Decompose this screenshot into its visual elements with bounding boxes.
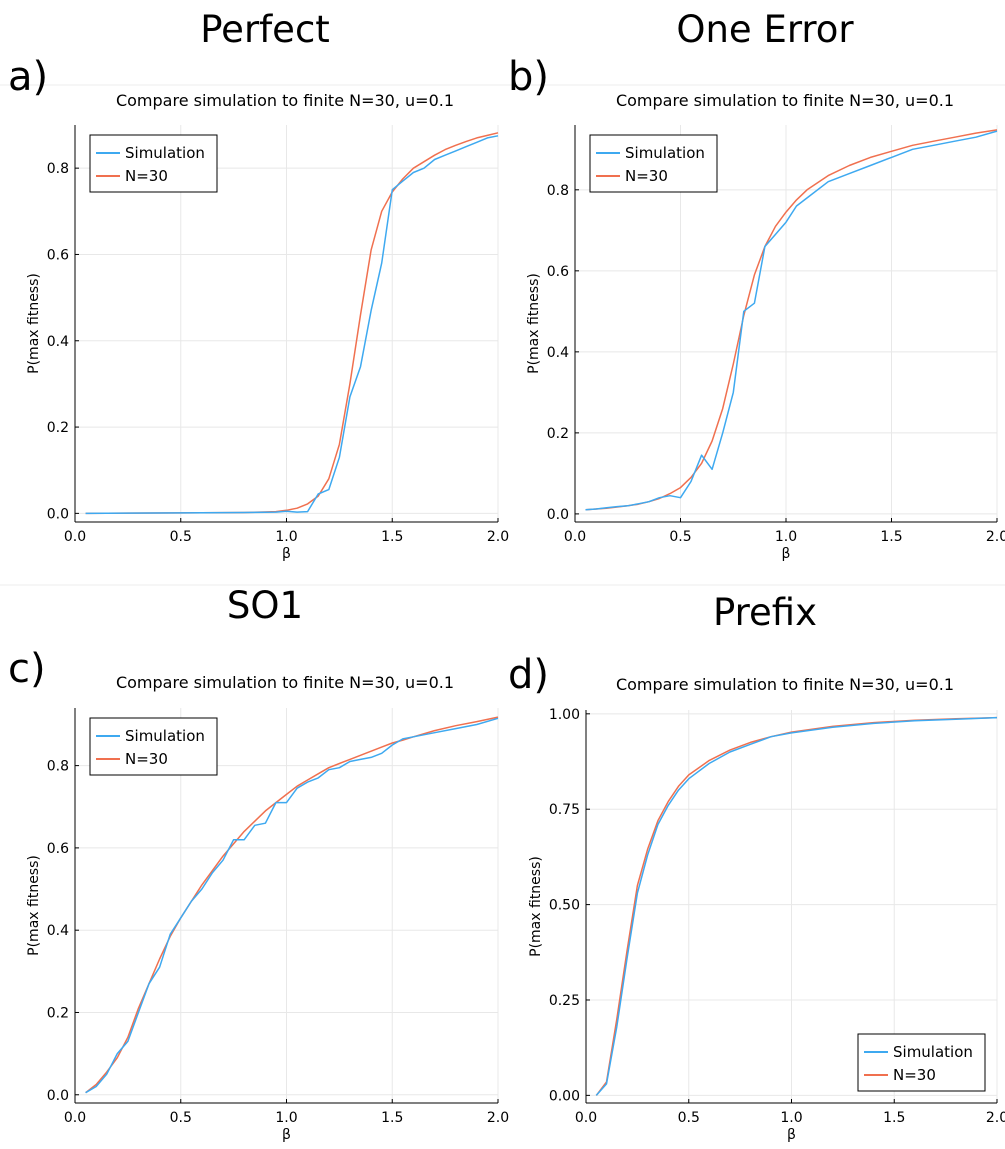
legend-entry: N=30 — [893, 1066, 936, 1084]
panel-letter: c) — [8, 646, 46, 692]
panel-letter: a) — [8, 54, 48, 100]
panel-letter: b) — [508, 54, 549, 100]
y-axis-label: P(max fitness) — [526, 273, 542, 374]
x-axis-label: β — [782, 546, 791, 562]
x-tick-label: 0.5 — [170, 529, 192, 545]
x-tick-label: 2.0 — [986, 529, 1005, 545]
x-tick-label: 2.0 — [986, 1110, 1005, 1126]
x-tick-label: 1.0 — [275, 529, 297, 545]
x-axis-label: β — [282, 1127, 291, 1143]
x-tick-label: 2.0 — [487, 529, 509, 545]
legend: Simulation N=30 — [89, 134, 218, 193]
legend: Simulation N=30 — [89, 717, 218, 776]
legend-entry: N=30 — [625, 167, 668, 185]
chart-title: Compare simulation to finite N=30, u=0.1 — [616, 675, 954, 694]
series-line-simulation — [585, 130, 998, 511]
x-tick-label: 0.0 — [564, 529, 586, 545]
y-tick-label: 0.25 — [549, 993, 580, 1009]
legend-entry: Simulation — [125, 727, 205, 745]
y-tick-label: 0.2 — [47, 1005, 69, 1021]
y-tick-label: 0.00 — [549, 1088, 580, 1104]
legend-box — [589, 134, 718, 193]
legend: Simulation N=30 — [589, 134, 718, 193]
chart-panel-3: SO1 c) Compare simulation to finite N=30, … — [8, 584, 509, 1143]
chart-title: Compare simulation to finite N=30, u=0.1 — [116, 673, 454, 692]
x-tick-label: 1.0 — [780, 1110, 802, 1126]
x-tick-label: 0.5 — [170, 1110, 192, 1126]
y-axis-label: P(max fitness) — [26, 855, 42, 956]
x-tick-label: 2.0 — [487, 1110, 509, 1126]
y-tick-label: 0.8 — [47, 759, 69, 775]
y-tick-label: 1.00 — [549, 707, 580, 723]
legend-entry: Simulation — [625, 144, 705, 162]
panel-letter: d) — [508, 652, 549, 698]
x-tick-label: 1.5 — [880, 529, 902, 545]
series-line-simulation — [595, 716, 998, 1096]
x-tick-label: 0.5 — [678, 1110, 700, 1126]
legend: Simulation N=30 — [857, 1033, 986, 1092]
legend-box — [857, 1033, 986, 1092]
y-tick-label: 0.4 — [47, 923, 69, 939]
x-tick-label: 1.5 — [381, 529, 403, 545]
y-tick-label: 0.6 — [47, 841, 69, 857]
x-tick-label: 1.5 — [883, 1110, 905, 1126]
chart-title: Compare simulation to finite N=30, u=0.1 — [116, 91, 454, 110]
series-line-simulation — [85, 717, 499, 1094]
x-tick-label: 1.5 — [381, 1110, 403, 1126]
x-tick-label: 0.0 — [64, 1110, 86, 1126]
series-line-simulation — [85, 135, 499, 515]
chart-panel-2: One Error b) Compare simulation to finite … — [508, 8, 1005, 562]
y-tick-label: 0.75 — [549, 802, 580, 818]
y-tick-label: 0.0 — [47, 1088, 69, 1104]
x-tick-label: 1.0 — [275, 1110, 297, 1126]
y-tick-label: 0.2 — [547, 426, 569, 442]
y-tick-label: 0.50 — [549, 898, 580, 914]
x-tick-label: 0.0 — [575, 1110, 597, 1126]
chart-panel-1: Perfect a) Compare simulation to finite N=… — [8, 8, 509, 562]
y-tick-label: 0.2 — [47, 420, 69, 436]
panel-title: Perfect — [200, 8, 330, 51]
y-tick-label: 0.6 — [47, 247, 69, 263]
y-axis-label: P(max fitness) — [528, 856, 544, 957]
panel-title: One Error — [676, 8, 854, 51]
y-tick-label: 0.8 — [547, 183, 569, 199]
legend-entry: Simulation — [893, 1043, 973, 1061]
legend-entry: N=30 — [125, 167, 168, 185]
x-tick-label: 1.0 — [775, 529, 797, 545]
y-tick-label: 0.0 — [47, 506, 69, 522]
y-tick-label: 0.0 — [547, 507, 569, 523]
legend-entry: Simulation — [125, 144, 205, 162]
panel-title: SO1 — [227, 584, 303, 627]
y-axis-label: P(max fitness) — [26, 273, 42, 374]
y-tick-label: 0.4 — [547, 345, 569, 361]
y-tick-label: 0.4 — [47, 334, 69, 350]
legend-box — [89, 134, 218, 193]
x-tick-label: 0.5 — [669, 529, 691, 545]
x-axis-label: β — [787, 1127, 796, 1143]
chart-title: Compare simulation to finite N=30, u=0.1 — [616, 91, 954, 110]
series-line-n-30 — [85, 132, 499, 515]
x-axis-label: β — [282, 546, 291, 562]
x-tick-label: 0.0 — [64, 529, 86, 545]
legend-box — [89, 717, 218, 776]
legend-entry: N=30 — [125, 750, 168, 768]
y-tick-label: 0.6 — [547, 264, 569, 280]
series-line-n-30 — [595, 716, 998, 1096]
y-tick-label: 0.8 — [47, 161, 69, 177]
chart-panel-4: Prefix d) Compare simulation to finite N=3… — [508, 591, 1005, 1143]
panel-title: Prefix — [713, 591, 817, 634]
